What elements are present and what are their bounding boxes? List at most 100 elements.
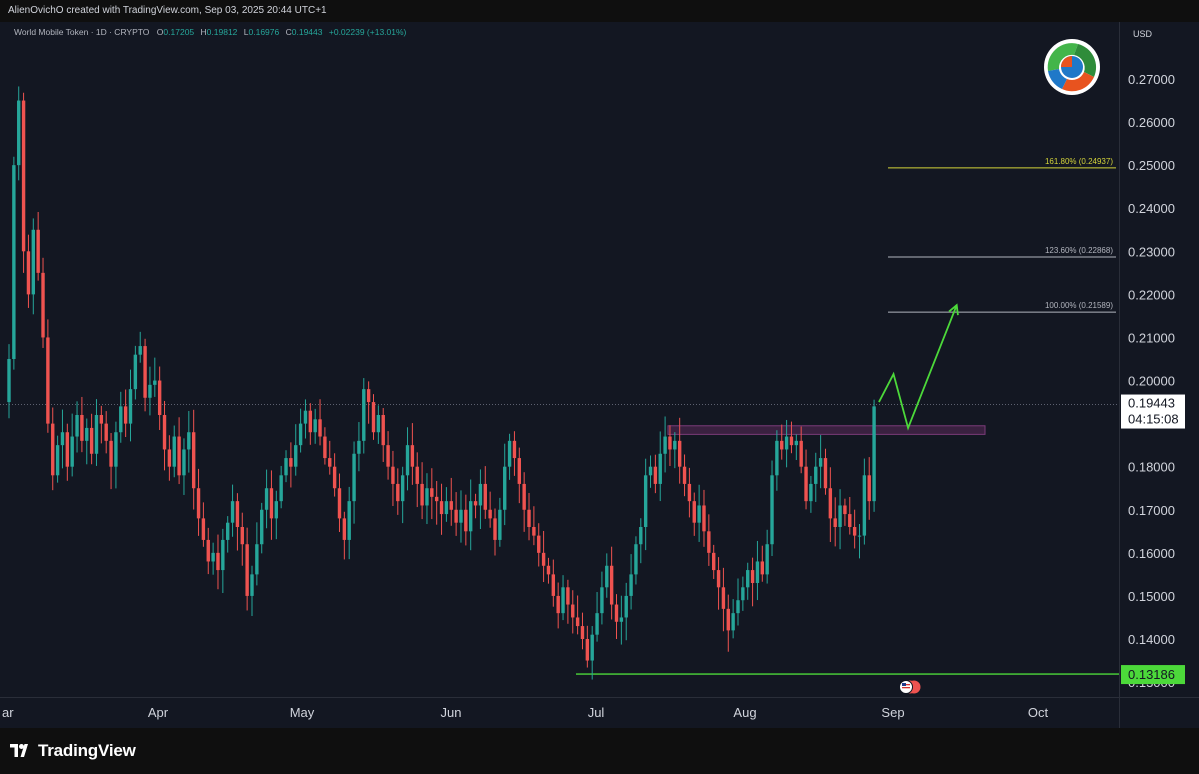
candle-body[interactable] (425, 488, 429, 506)
candle-body[interactable] (216, 552, 220, 571)
candle-body[interactable] (313, 419, 317, 433)
candle-body[interactable] (512, 440, 517, 459)
candle-body[interactable] (828, 488, 833, 519)
candle-body[interactable] (396, 483, 400, 502)
candle-body[interactable] (537, 535, 541, 553)
candle-body[interactable] (400, 475, 405, 502)
candle-body[interactable] (386, 445, 390, 467)
candle-body[interactable] (36, 229, 40, 273)
candle-body[interactable] (109, 440, 113, 467)
candle-body[interactable] (332, 466, 337, 489)
candle-body[interactable] (391, 466, 395, 484)
candle-body[interactable] (454, 509, 458, 523)
candle-body[interactable] (469, 501, 473, 532)
candle-body[interactable] (17, 100, 21, 166)
candle-body[interactable] (838, 505, 842, 527)
candle-body[interactable] (731, 613, 735, 631)
candle-body[interactable] (780, 440, 784, 450)
us-flag-event-icon[interactable] (899, 680, 921, 694)
candle-body[interactable] (488, 509, 492, 519)
candle-body[interactable] (279, 475, 283, 502)
candle-body[interactable] (459, 509, 463, 523)
candle-body[interactable] (376, 415, 381, 433)
candle-body[interactable] (852, 527, 857, 536)
candle-body[interactable] (298, 423, 303, 446)
candle-body[interactable] (566, 587, 570, 605)
candle-body[interactable] (648, 466, 653, 476)
candle-body[interactable] (211, 552, 215, 562)
candle-body[interactable] (658, 453, 662, 484)
candle-body[interactable] (415, 466, 419, 484)
candle-body[interactable] (794, 440, 799, 446)
candle-body[interactable] (342, 518, 347, 540)
candle-body[interactable] (323, 436, 327, 459)
candle-body[interactable] (721, 587, 726, 609)
candle-body[interactable] (294, 445, 298, 467)
candle-body[interactable] (595, 613, 599, 635)
candle-body[interactable] (269, 488, 274, 519)
candle-body[interactable] (833, 518, 837, 527)
candle-body[interactable] (687, 483, 692, 502)
candle-body[interactable] (755, 561, 760, 583)
candle-body[interactable] (70, 436, 74, 467)
candle-body[interactable] (133, 354, 138, 390)
candle-body[interactable] (362, 389, 366, 441)
candle-body[interactable] (444, 501, 449, 515)
candle-body[interactable] (284, 458, 288, 476)
candle-body[interactable] (571, 604, 575, 618)
candle-body[interactable] (818, 458, 823, 467)
candle-body[interactable] (182, 449, 186, 476)
candle-body[interactable] (55, 445, 60, 476)
candle-body[interactable] (493, 518, 497, 540)
candle-body[interactable] (177, 436, 181, 476)
candle-body[interactable] (303, 410, 308, 424)
candle-body[interactable] (600, 587, 604, 614)
candle-body[interactable] (410, 445, 415, 467)
candle-body[interactable] (60, 432, 65, 446)
candle-body[interactable] (726, 608, 730, 631)
candle-body[interactable] (21, 100, 26, 252)
candle-body[interactable] (46, 337, 50, 424)
candle-body[interactable] (712, 552, 716, 571)
price-chart[interactable]: World Mobile Token · 1D · CRYPTO O0.1720… (0, 22, 1199, 728)
candle-body[interactable] (809, 483, 813, 502)
candle-body[interactable] (857, 535, 862, 537)
candle-body[interactable] (643, 475, 648, 527)
candle-body[interactable] (201, 518, 206, 540)
candle-body[interactable] (196, 488, 201, 519)
candle-body[interactable] (551, 574, 556, 596)
candle-body[interactable] (668, 436, 672, 450)
candle-body[interactable] (434, 496, 439, 502)
candle-body[interactable] (381, 415, 385, 446)
candle-body[interactable] (823, 458, 828, 489)
candle-body[interactable] (561, 587, 565, 614)
candle-body[interactable] (162, 415, 167, 450)
candle-body[interactable] (449, 501, 453, 510)
candle-body[interactable] (556, 595, 560, 614)
candle-body[interactable] (12, 165, 16, 359)
candle-body[interactable] (104, 423, 108, 441)
candle-body[interactable] (206, 539, 210, 562)
candle-body[interactable] (366, 389, 371, 403)
candle-body[interactable] (153, 380, 157, 385)
candle-body[interactable] (85, 427, 89, 441)
candle-body[interactable] (308, 410, 313, 433)
candle-body[interactable] (677, 440, 682, 467)
candle-body[interactable] (634, 544, 638, 575)
resistance-zone[interactable] (667, 425, 986, 435)
projection-path[interactable] (878, 304, 958, 431)
candle-body[interactable] (619, 617, 624, 622)
candle-body[interactable] (143, 346, 147, 398)
candle-body[interactable] (605, 565, 609, 588)
candle-body[interactable] (167, 449, 172, 467)
candle-body[interactable] (590, 634, 594, 661)
candle-body[interactable] (517, 458, 521, 484)
candle-body[interactable] (775, 440, 779, 476)
candle-body[interactable] (430, 488, 434, 497)
candle-body[interactable] (347, 501, 351, 540)
candle-body[interactable] (289, 458, 293, 467)
candle-body[interactable] (123, 406, 128, 424)
candle-body[interactable] (352, 453, 356, 502)
candle-body[interactable] (464, 509, 468, 532)
candle-body[interactable] (673, 440, 677, 450)
